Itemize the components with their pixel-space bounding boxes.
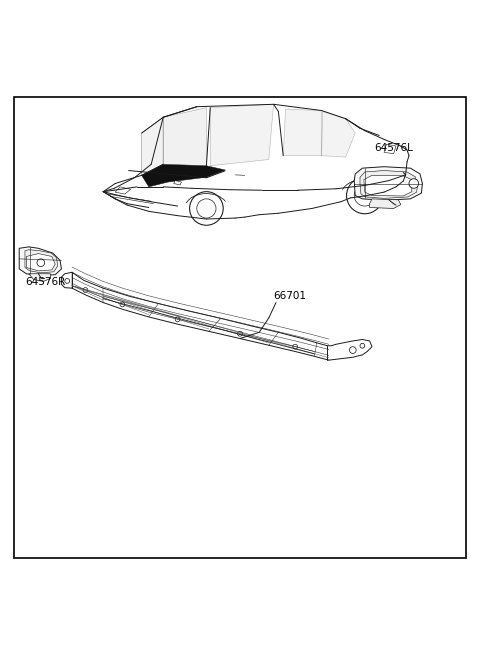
Polygon shape — [354, 167, 422, 200]
Circle shape — [293, 345, 298, 349]
Polygon shape — [322, 111, 355, 157]
Polygon shape — [25, 250, 58, 272]
Polygon shape — [29, 274, 50, 282]
Polygon shape — [283, 109, 322, 156]
Text: 66701: 66701 — [274, 291, 307, 301]
Polygon shape — [163, 107, 206, 166]
Polygon shape — [370, 199, 401, 208]
Circle shape — [120, 302, 125, 307]
Circle shape — [349, 346, 356, 354]
Polygon shape — [364, 176, 412, 196]
Text: 64576L: 64576L — [374, 143, 413, 153]
Polygon shape — [19, 247, 61, 276]
Circle shape — [37, 259, 45, 267]
Polygon shape — [142, 117, 163, 176]
Polygon shape — [26, 253, 55, 271]
Circle shape — [175, 317, 180, 322]
Polygon shape — [384, 144, 396, 154]
Polygon shape — [360, 170, 418, 198]
Polygon shape — [174, 181, 181, 185]
Circle shape — [360, 343, 365, 348]
Circle shape — [238, 331, 242, 336]
Polygon shape — [142, 164, 226, 187]
Circle shape — [83, 288, 88, 293]
Polygon shape — [115, 187, 131, 194]
Circle shape — [65, 278, 70, 284]
Text: 64576R: 64576R — [25, 277, 66, 287]
Circle shape — [409, 179, 419, 188]
Polygon shape — [210, 104, 274, 166]
